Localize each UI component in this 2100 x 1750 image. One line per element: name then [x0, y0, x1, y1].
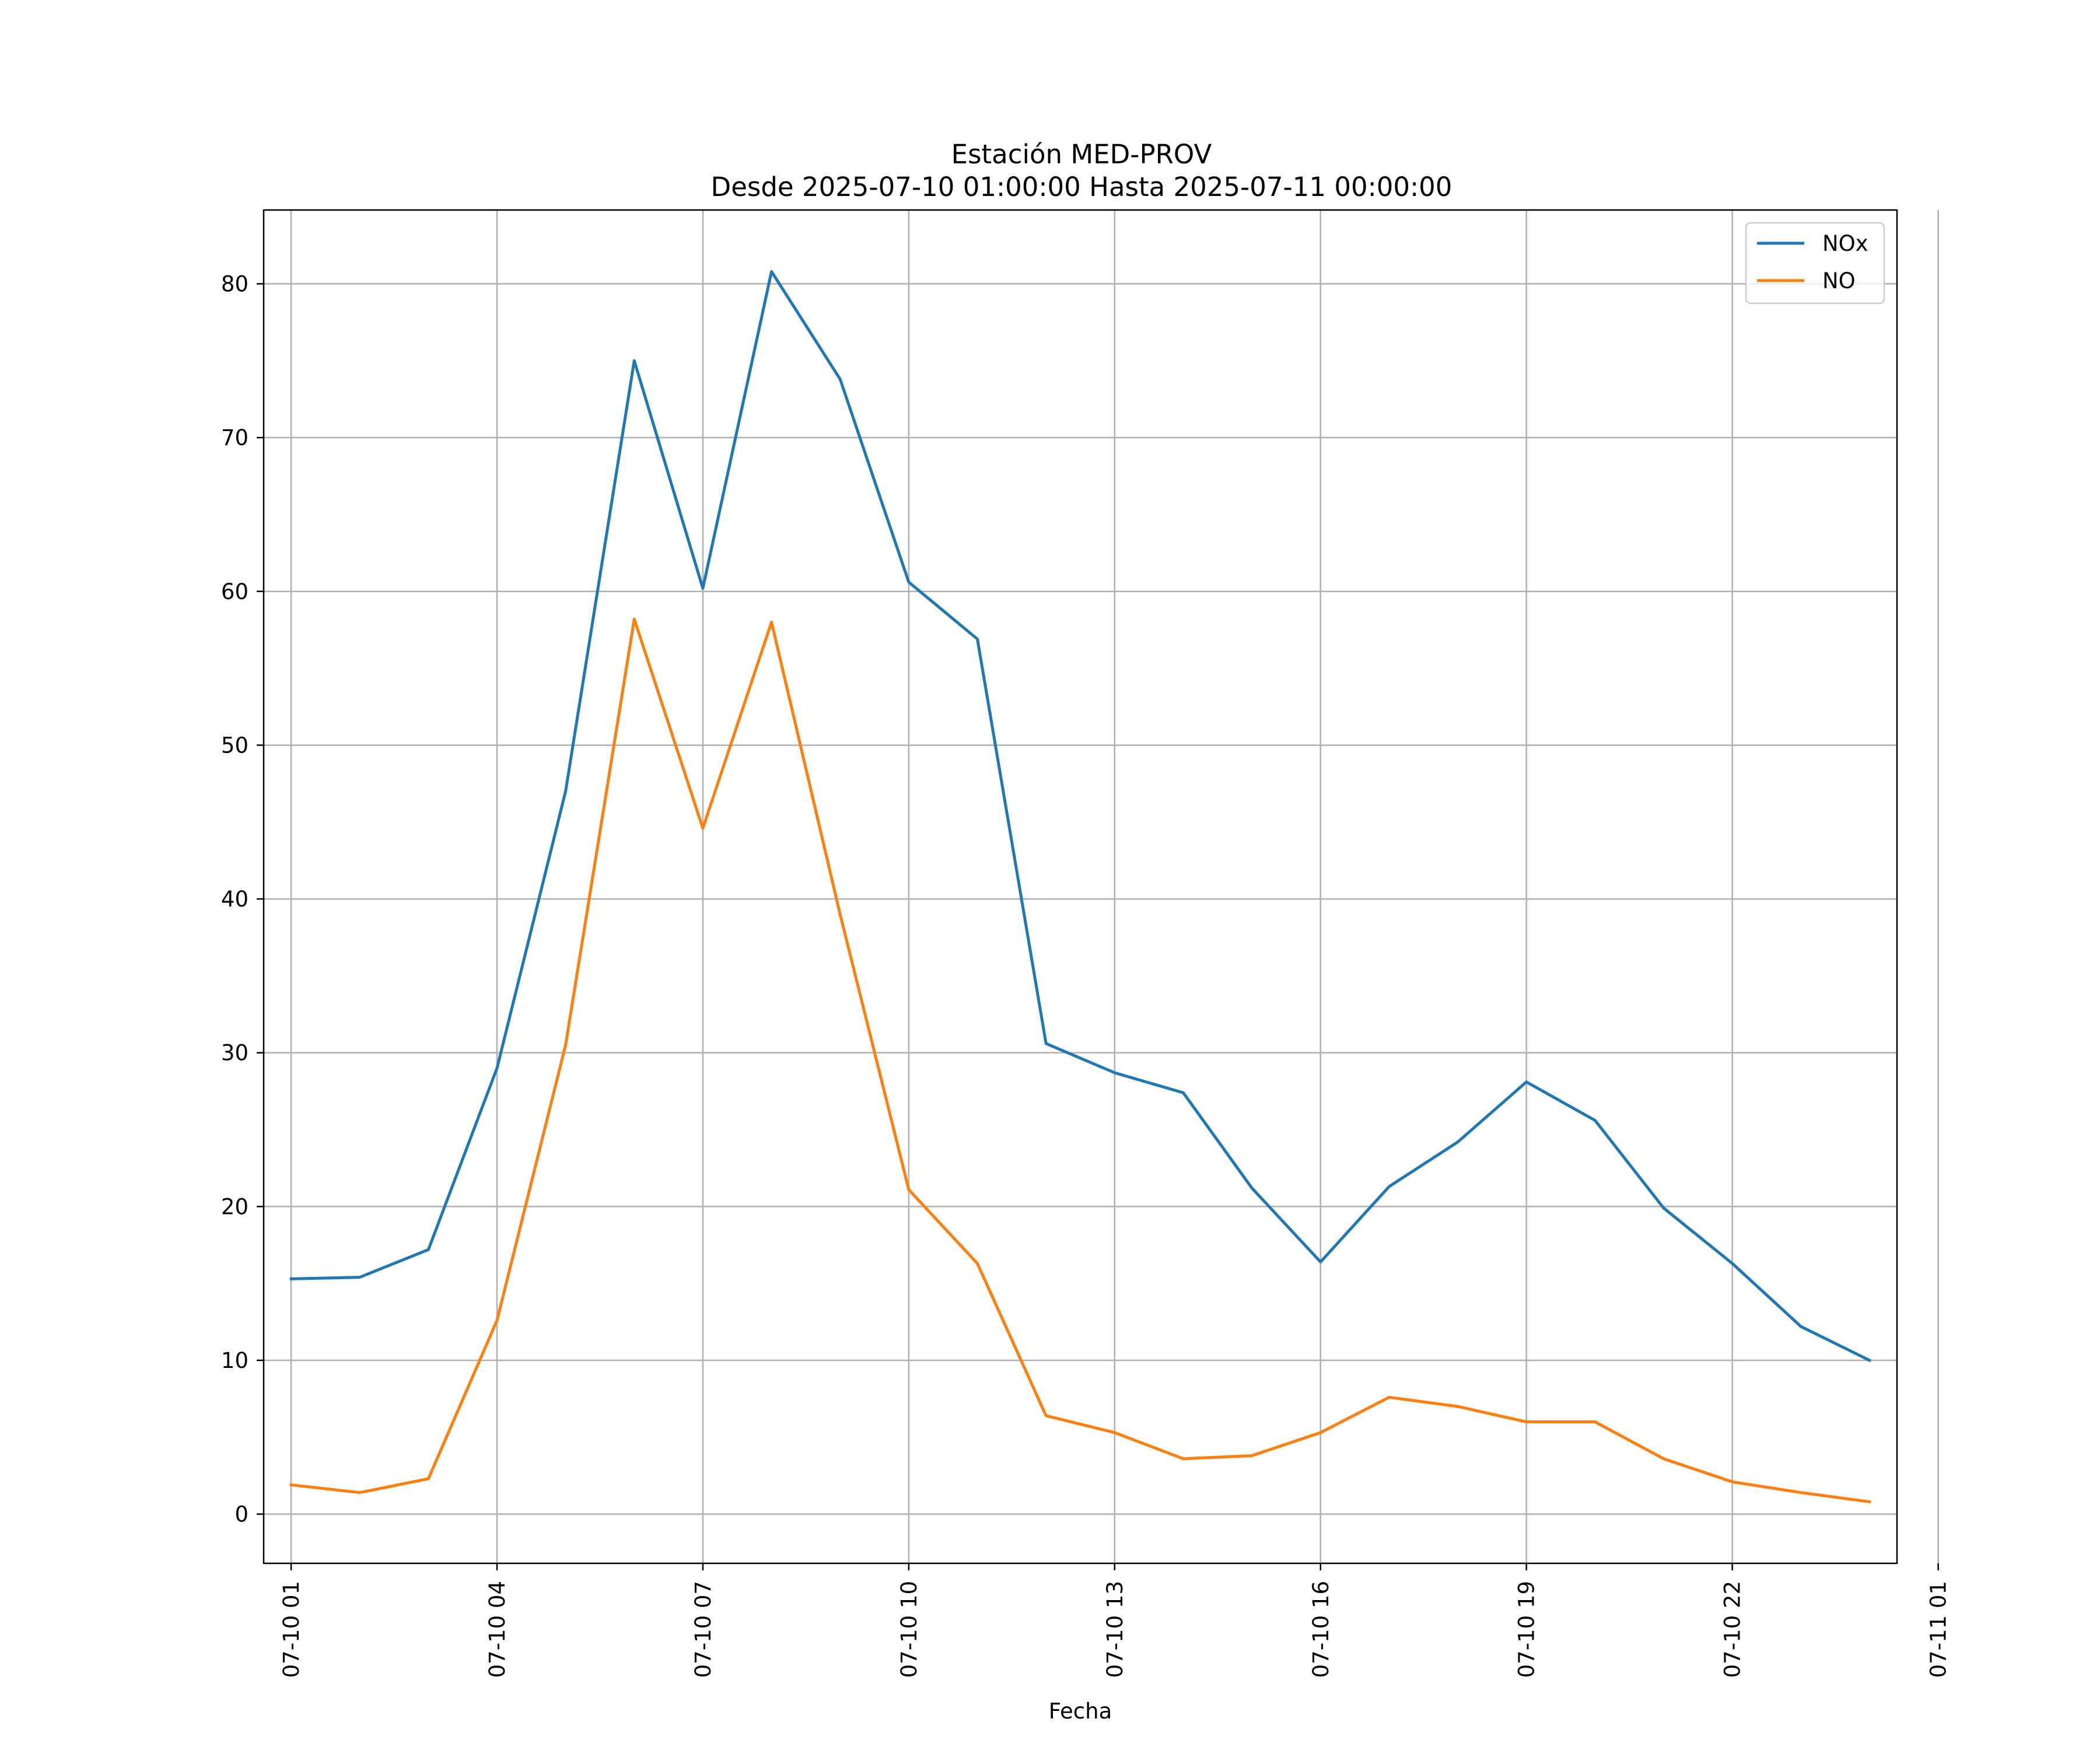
y-tick-label: 70 [221, 425, 249, 450]
series-line-no [289, 617, 1871, 1504]
chart-title-line-1: Estación MED-PROV [951, 139, 1212, 170]
y-tick-label: 0 [235, 1502, 249, 1527]
y-tick-label: 30 [221, 1041, 249, 1066]
legend: NOx NO [1745, 222, 1885, 304]
x-gridlines [290, 210, 1939, 1563]
x-tick-label: 07-10 16 [1308, 1581, 1334, 1678]
x-axis-label: Fecha [1049, 1699, 1112, 1724]
x-tick-label: 07-11 01 [1926, 1581, 1951, 1678]
y-tick-label: 20 [221, 1194, 249, 1219]
y-tick-label: 50 [221, 733, 249, 758]
x-tick-label: 07-10 13 [1102, 1581, 1128, 1678]
chart-title-line-2: Desde 2025-07-10 01:00:00 Hasta 2025-07-… [711, 172, 1452, 202]
x-tick-label: 07-10 22 [1720, 1581, 1745, 1678]
y-tick-label: 40 [221, 887, 249, 912]
x-axis-ticks: 07-10 01 07-10 04 07-10 07 07-10 10 07-10 13… [279, 1563, 1951, 1678]
series-line-nox [289, 270, 1872, 1363]
series-lines [289, 270, 1872, 1504]
x-tick-label: 07-10 07 [691, 1581, 716, 1678]
legend-label-no: NO [1822, 268, 1856, 293]
x-tick-label: 07-10 04 [485, 1581, 510, 1678]
x-tick-label: 07-10 10 [897, 1581, 922, 1678]
x-tick-label: 07-10 01 [279, 1581, 304, 1678]
y-axis-ticks: 0 10 20 30 40 50 60 70 80 [221, 272, 264, 1527]
x-tick-label: 07-10 19 [1514, 1581, 1539, 1678]
y-tick-label: 10 [221, 1348, 249, 1373]
plot-frame [262, 209, 1898, 1564]
legend-label-nox: NOx [1822, 231, 1868, 256]
y-tick-label: 80 [221, 272, 249, 297]
y-gridlines [264, 283, 1897, 1515]
y-tick-label: 60 [221, 579, 249, 604]
